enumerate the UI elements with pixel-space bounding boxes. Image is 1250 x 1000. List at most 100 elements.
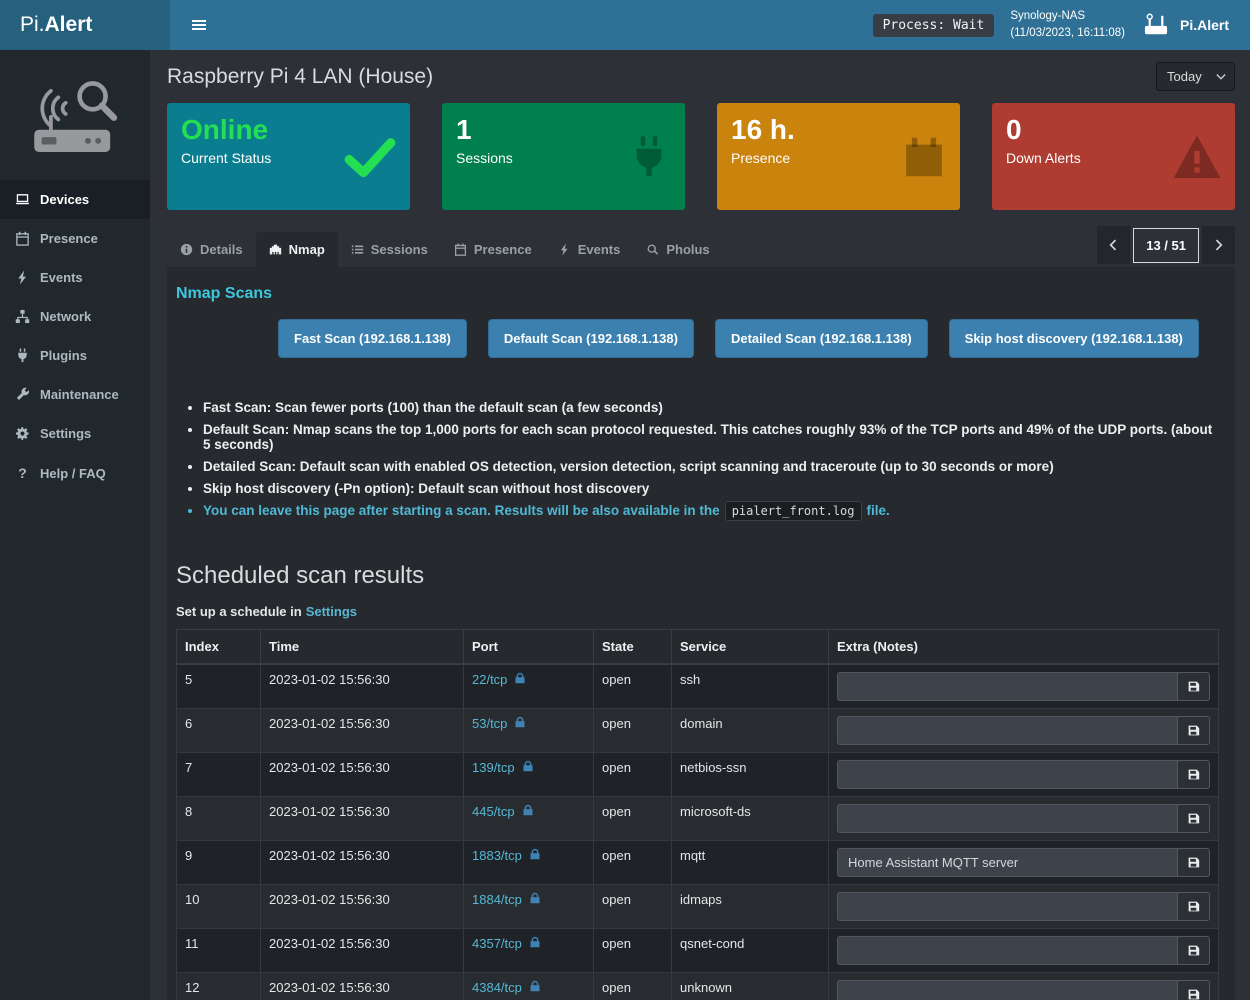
sidebar-item-network[interactable]: Network	[0, 297, 150, 336]
presence-label: Presence	[731, 150, 791, 167]
sessions-label: Sessions	[456, 150, 513, 167]
lock-icon	[523, 760, 533, 772]
sidebar-item-help[interactable]: ? Help / FAQ	[0, 453, 150, 493]
table-row: 8 2023-01-02 15:56:30 445/tcp open micro…	[176, 796, 1219, 841]
sidebar-item-presence[interactable]: Presence	[0, 219, 150, 258]
service-cell: microsoft-ds	[671, 796, 829, 841]
col-port: Port	[463, 629, 594, 665]
port-cell: 4384/tcp	[463, 972, 594, 1000]
lock-icon	[515, 716, 525, 728]
service-cell: unknown	[671, 972, 829, 1000]
detailed-scan-button[interactable]: Detailed Scan (192.168.1.138)	[714, 319, 928, 358]
port-link[interactable]: 4384/tcp	[472, 980, 522, 995]
logo-text-bold: Alert	[44, 13, 93, 36]
calendar-icon	[16, 231, 29, 246]
fast-scan-button[interactable]: Fast Scan (192.168.1.138)	[278, 319, 467, 358]
save-note-button[interactable]	[1177, 804, 1210, 833]
note-input[interactable]	[837, 716, 1177, 745]
log-filename: pialert_front.log	[724, 501, 862, 521]
col-time: Time	[260, 629, 464, 665]
port-link[interactable]: 22/tcp	[472, 672, 508, 687]
navbar: Process: Wait Synology-NAS (11/03/2023, …	[170, 0, 1250, 50]
port-link[interactable]: 1883/tcp	[472, 848, 522, 863]
note-pre: You can leave this page after starting a…	[203, 503, 720, 518]
nmap-scans-heading: Nmap Scans	[176, 285, 273, 302]
port-cell: 1883/tcp	[463, 840, 594, 885]
tab-presence[interactable]: Presence	[441, 232, 545, 267]
sidebar-item-settings[interactable]: Settings	[0, 414, 150, 453]
service-cell: idmaps	[671, 884, 829, 929]
index-cell: 12	[176, 972, 261, 1000]
sidebar-item-devices[interactable]: Devices	[0, 180, 150, 219]
port-link[interactable]: 1884/tcp	[472, 892, 522, 907]
note-input[interactable]	[837, 892, 1177, 921]
tab-events[interactable]: Events	[545, 232, 634, 267]
note-input[interactable]	[837, 936, 1177, 965]
save-note-button[interactable]	[1177, 892, 1210, 921]
save-icon	[1188, 725, 1200, 736]
note-input[interactable]	[837, 672, 1177, 701]
next-device-button[interactable]	[1202, 226, 1235, 264]
sidebar-item-plugins[interactable]: Plugins	[0, 336, 150, 375]
sessions-box: 1 Sessions	[442, 103, 685, 210]
col-state: State	[593, 629, 672, 665]
col-service: Service	[671, 629, 829, 665]
sidebar-item-label: Events	[40, 270, 83, 285]
scan-note: Skip host discovery (-Pn option): Defaul…	[203, 481, 1223, 496]
bolt-icon	[560, 243, 568, 256]
save-note-button[interactable]	[1177, 760, 1210, 789]
sidebar-toggle-button[interactable]	[185, 13, 213, 37]
save-note-button[interactable]	[1177, 716, 1210, 745]
service-cell: qsnet-cond	[671, 928, 829, 973]
note-input[interactable]	[837, 848, 1177, 877]
save-note-button[interactable]	[1177, 980, 1210, 1000]
index-cell: 8	[176, 796, 261, 841]
save-icon	[1188, 769, 1200, 780]
prev-device-button[interactable]	[1097, 226, 1131, 264]
tab-pholus[interactable]: Pholus	[633, 232, 722, 267]
user-menu[interactable]: Pi.Alert	[1141, 13, 1235, 37]
save-note-button[interactable]	[1177, 848, 1210, 877]
status-label: Current Status	[181, 150, 272, 167]
port-link[interactable]: 445/tcp	[472, 804, 515, 819]
calendar-icon	[902, 135, 946, 179]
note-input[interactable]	[837, 760, 1177, 789]
port-link[interactable]: 53/tcp	[472, 716, 508, 731]
state-cell: open	[593, 752, 672, 797]
tabs: Details Nmap Sessions Presence	[167, 232, 723, 267]
process-status-badge: Process: Wait	[872, 13, 995, 37]
sidebar-item-label: Devices	[40, 192, 90, 207]
tab-details[interactable]: Details	[167, 232, 256, 267]
index-cell: 7	[176, 752, 261, 797]
app-logo[interactable]: Pi. Alert	[0, 0, 170, 50]
skip-host-discovery-button[interactable]: Skip host discovery (192.168.1.138)	[948, 319, 1199, 358]
default-scan-button[interactable]: Default Scan (192.168.1.138)	[487, 319, 694, 358]
note-cell	[828, 928, 1219, 973]
down-alerts-box: 0 Down Alerts	[992, 103, 1235, 210]
check-icon	[344, 136, 396, 178]
service-cell: domain	[671, 708, 829, 753]
save-note-button[interactable]	[1177, 672, 1210, 701]
note-input[interactable]	[837, 804, 1177, 833]
period-select[interactable]: Today	[1156, 62, 1235, 91]
note-cell	[828, 752, 1219, 797]
service-cell: netbios-ssn	[671, 752, 829, 797]
port-link[interactable]: 139/tcp	[472, 760, 515, 775]
pager-count: 13 / 51	[1133, 227, 1199, 263]
settings-link[interactable]: Settings	[305, 604, 357, 619]
note-input[interactable]	[837, 980, 1177, 1000]
sidebar-item-maintenance[interactable]: Maintenance	[0, 375, 150, 414]
sidebar-item-events[interactable]: Events	[0, 258, 150, 297]
save-note-button[interactable]	[1177, 936, 1210, 965]
port-link[interactable]: 4357/tcp	[472, 936, 522, 951]
table-row: 12 2023-01-02 15:56:30 4384/tcp open unk…	[176, 972, 1219, 1000]
list-icon	[351, 245, 363, 254]
index-cell: 6	[176, 708, 261, 753]
gear-icon	[15, 426, 29, 441]
table-header-row: Index Time Port State Service Extra (Not…	[176, 629, 1219, 665]
tab-nmap[interactable]: Nmap	[255, 232, 338, 267]
navbar-right: Process: Wait Synology-NAS (11/03/2023, …	[872, 8, 1235, 41]
host-name: Synology-NAS	[1010, 10, 1086, 23]
save-icon	[1188, 681, 1200, 692]
tab-sessions[interactable]: Sessions	[338, 232, 441, 267]
